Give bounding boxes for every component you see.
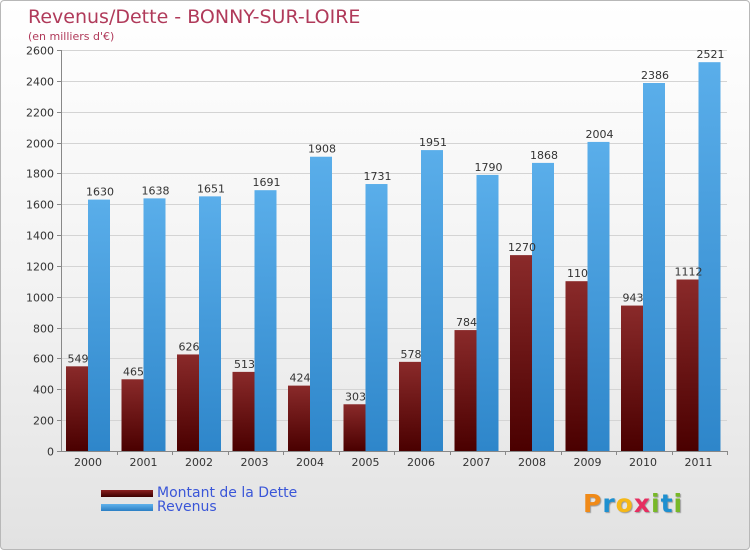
bar-dette bbox=[454, 330, 477, 451]
bar-revenus bbox=[88, 199, 110, 451]
x-tick-label: 2008 bbox=[518, 456, 546, 469]
data-label: 1868 bbox=[530, 149, 558, 162]
data-label: 1691 bbox=[253, 176, 281, 189]
x-tick-label: 2004 bbox=[296, 456, 324, 469]
chart-title: Revenus/Dette - BONNY-SUR-LOIRE bbox=[28, 6, 361, 28]
data-label: 1270 bbox=[508, 241, 536, 254]
y-tick-label: 0 bbox=[47, 446, 54, 459]
data-label: 1630 bbox=[86, 186, 114, 199]
x-tick-label: 2002 bbox=[185, 456, 213, 469]
logo-letter: t bbox=[660, 489, 674, 518]
bar-revenus bbox=[254, 190, 277, 451]
bar-revenus bbox=[199, 196, 221, 451]
bar-revenus bbox=[310, 156, 332, 451]
y-tick-label: 2000 bbox=[26, 138, 54, 151]
bar-dette bbox=[121, 379, 144, 451]
data-label: 1112 bbox=[675, 265, 703, 278]
x-tick-label: 2009 bbox=[574, 456, 602, 469]
data-label: 549 bbox=[68, 352, 89, 365]
y-tick-label: 2400 bbox=[26, 76, 54, 89]
data-label: 2004 bbox=[586, 128, 614, 141]
bar-dette bbox=[288, 385, 310, 451]
y-tick-label: 200 bbox=[33, 415, 54, 428]
legend-swatch-revenus bbox=[101, 504, 153, 511]
data-label: 465 bbox=[123, 365, 144, 378]
bar-revenus bbox=[587, 141, 610, 451]
data-label: 1951 bbox=[419, 136, 447, 149]
legend-swatch-debt bbox=[101, 490, 153, 497]
y-tick-label: 2600 bbox=[26, 45, 54, 58]
y-tick-label: 2200 bbox=[26, 107, 54, 120]
data-label: 2386 bbox=[641, 69, 669, 82]
bar-dette bbox=[510, 255, 532, 451]
x-tick-label: 2003 bbox=[241, 456, 269, 469]
bar-revenus bbox=[476, 174, 499, 451]
bar-dette bbox=[565, 281, 588, 451]
logo-letter: P bbox=[583, 489, 603, 518]
data-label: 424 bbox=[290, 372, 311, 385]
bar-revenus bbox=[143, 198, 166, 451]
logo-letter: r bbox=[602, 489, 616, 518]
x-tick-label: 2006 bbox=[407, 456, 435, 469]
data-label: 1638 bbox=[142, 184, 170, 197]
y-tick-label: 1000 bbox=[26, 292, 54, 305]
x-tick-label: 2007 bbox=[463, 456, 491, 469]
bar-dette bbox=[177, 354, 199, 451]
bar-dette bbox=[621, 305, 643, 451]
x-tick-label: 2005 bbox=[352, 456, 380, 469]
data-label: 1908 bbox=[308, 143, 336, 156]
data-label: 1731 bbox=[364, 170, 392, 183]
bar-dette bbox=[232, 371, 255, 451]
proxiti-logo: Proxiti bbox=[583, 489, 683, 518]
y-tick-label: 1800 bbox=[26, 168, 54, 181]
y-tick-label: 600 bbox=[33, 353, 54, 366]
bar-revenus bbox=[532, 162, 554, 452]
x-tick-label: 2011 bbox=[685, 456, 713, 469]
y-tick-label: 400 bbox=[33, 384, 54, 397]
data-label: 303 bbox=[345, 390, 366, 403]
y-tick-label: 800 bbox=[33, 323, 54, 336]
x-tick-label: 2000 bbox=[74, 456, 102, 469]
x-tick-label: 2001 bbox=[130, 456, 158, 469]
data-label: 110 bbox=[567, 267, 588, 280]
bar-dette bbox=[66, 366, 88, 451]
data-label: 1790 bbox=[475, 161, 503, 174]
data-label: 943 bbox=[623, 292, 644, 305]
bar-dette bbox=[399, 361, 421, 451]
bar-revenus bbox=[365, 184, 388, 451]
bar-revenus bbox=[643, 83, 665, 452]
bar-revenus bbox=[698, 62, 721, 451]
logo-letter: o bbox=[615, 489, 634, 518]
y-tick-label: 1600 bbox=[26, 199, 54, 212]
data-label: 578 bbox=[401, 348, 422, 361]
legend-label-debt: Montant de la Dette bbox=[157, 485, 298, 501]
logo-letter: x bbox=[633, 489, 651, 518]
data-label: 1651 bbox=[197, 182, 225, 195]
y-tick-label: 1400 bbox=[26, 230, 54, 243]
bar-dette bbox=[343, 404, 366, 451]
logo-letter: i bbox=[673, 489, 684, 518]
logo-letter: i bbox=[651, 489, 661, 518]
chart-subtitle: (en milliers d'€) bbox=[28, 30, 115, 43]
data-label: 784 bbox=[456, 316, 477, 329]
bar-revenus bbox=[421, 150, 443, 451]
data-label: 2521 bbox=[697, 48, 725, 61]
data-label: 626 bbox=[179, 340, 200, 353]
y-tick-label: 1200 bbox=[26, 261, 54, 274]
data-label: 513 bbox=[234, 358, 255, 371]
legend-label-revenus: Revenus bbox=[157, 499, 217, 515]
bar-dette bbox=[676, 279, 699, 451]
x-tick-label: 2010 bbox=[629, 456, 657, 469]
